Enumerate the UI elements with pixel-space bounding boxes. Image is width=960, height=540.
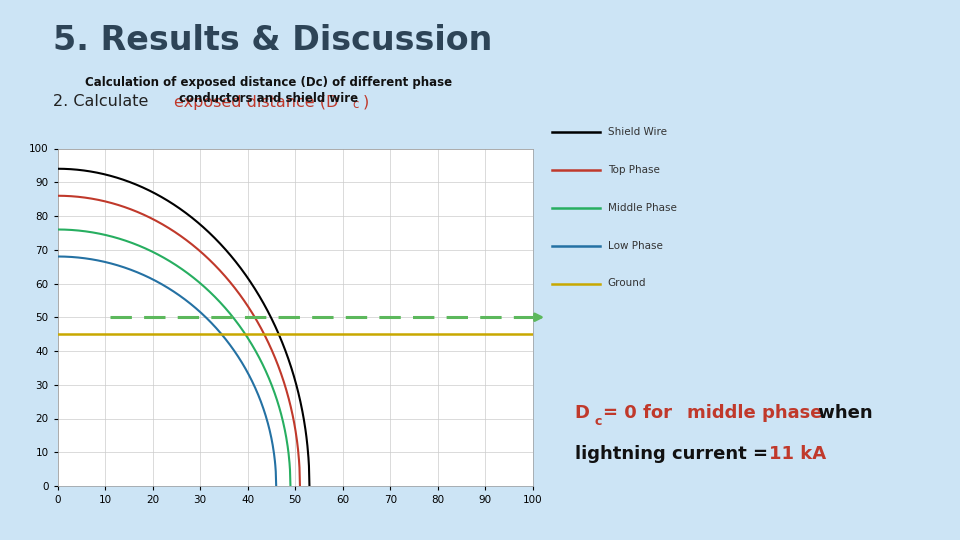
Text: c: c	[352, 98, 359, 111]
Text: lightning current =: lightning current =	[575, 445, 774, 463]
Text: 5. Results & Discussion: 5. Results & Discussion	[53, 24, 492, 57]
Text: = 0 for: = 0 for	[603, 403, 679, 422]
Text: Ground: Ground	[608, 279, 646, 288]
Text: Shield Wire: Shield Wire	[608, 127, 666, 137]
Text: Low Phase: Low Phase	[608, 241, 662, 251]
Text: middle phase: middle phase	[687, 403, 823, 422]
Text: 2. Calculate: 2. Calculate	[53, 94, 154, 110]
Text: conductors and shield wire: conductors and shield wire	[180, 92, 358, 105]
Text: ): )	[363, 94, 370, 110]
Text: Middle Phase: Middle Phase	[608, 203, 677, 213]
Text: when: when	[811, 403, 873, 422]
Text: Top Phase: Top Phase	[608, 165, 660, 175]
Text: 11 kA: 11 kA	[769, 445, 826, 463]
Text: exposed distance (D: exposed distance (D	[174, 94, 338, 110]
Text: Calculation of exposed distance (Dc) of different phase: Calculation of exposed distance (Dc) of …	[85, 76, 452, 89]
Text: c: c	[594, 415, 601, 428]
Text: D: D	[575, 403, 589, 422]
